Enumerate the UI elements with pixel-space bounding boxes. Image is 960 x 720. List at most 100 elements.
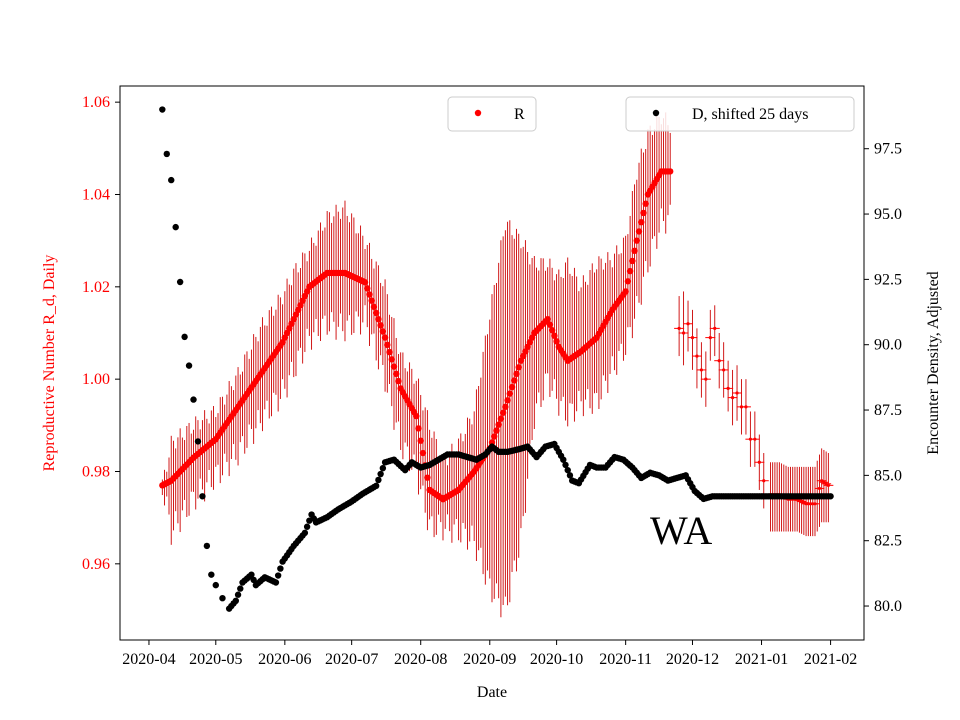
r-point	[417, 437, 424, 444]
r-point	[677, 326, 681, 330]
r-point	[390, 363, 398, 370]
y-left-tick-label: 1.02	[82, 279, 110, 296]
legend-r-marker	[474, 109, 482, 117]
d-point	[212, 581, 219, 589]
y-left-axis-label: Reproductive Number R_d, Daily	[41, 255, 58, 472]
r-point	[513, 370, 520, 378]
y-left-tick-label: 0.98	[82, 463, 110, 480]
r-point	[386, 348, 393, 356]
y-right-axis: 80.0 82.5 85.0 87.5 90.0 92.5 95.0 97.5	[864, 141, 902, 615]
r-point	[717, 359, 721, 363]
r-point	[381, 334, 389, 341]
r-point	[553, 338, 560, 345]
r-point	[820, 479, 824, 483]
r-point	[633, 237, 640, 244]
d-point	[272, 579, 280, 586]
r-point	[379, 328, 387, 335]
x-axis: 2020-04 2020-05 2020-06 2020-07 2020-08 2020-…	[122, 640, 857, 668]
r-point	[626, 267, 634, 275]
r-point	[629, 257, 636, 265]
r-point	[708, 336, 712, 340]
r-point	[824, 482, 828, 486]
y-right-tick-label: 97.5	[874, 141, 902, 158]
d-point	[301, 529, 309, 537]
d-point	[234, 591, 242, 598]
r-point	[388, 356, 395, 363]
d-point	[176, 278, 184, 286]
r-point	[491, 433, 498, 440]
r-point	[497, 415, 505, 422]
d-point	[203, 542, 211, 550]
r-point	[419, 449, 427, 457]
y-left-tick-label: 1.06	[82, 94, 110, 111]
r-point	[370, 303, 378, 311]
d-point	[372, 482, 380, 490]
legend-r: R	[447, 96, 537, 132]
x-tick-label: 2020-09	[463, 651, 516, 668]
r-point	[372, 309, 380, 317]
r-point	[375, 315, 382, 323]
r-point	[544, 315, 551, 323]
y-right-tick-label: 95.0	[874, 206, 902, 223]
x-tick-label: 2020-10	[530, 651, 583, 668]
d-point	[248, 571, 255, 578]
legend-r-label: R	[514, 106, 525, 123]
d-point	[827, 493, 834, 500]
r-point	[735, 391, 739, 395]
d-point	[163, 150, 170, 158]
r-point	[502, 403, 509, 411]
r-point	[813, 502, 817, 506]
d-point	[250, 576, 257, 584]
y-left-tick-label: 0.96	[82, 556, 110, 573]
r-point	[686, 322, 690, 326]
r-point	[730, 396, 735, 400]
r-point	[704, 377, 708, 381]
r-point	[826, 483, 830, 487]
r-point	[635, 228, 643, 235]
y-right-tick-label: 80.0	[874, 598, 902, 615]
r-point	[631, 247, 638, 255]
x-tick-label: 2020-12	[666, 651, 719, 668]
r-point	[499, 409, 507, 416]
d-point	[560, 456, 567, 463]
legend-d-box	[625, 96, 855, 132]
x-tick-label: 2020-06	[258, 651, 311, 668]
d-point	[159, 106, 166, 113]
r-point	[368, 297, 375, 304]
y-left-axis: 0.96 0.98 1.00 1.02 1.04 1.06	[82, 94, 120, 573]
d-point	[168, 176, 175, 184]
r-point	[506, 390, 514, 397]
d-point	[379, 464, 387, 472]
r-point	[495, 421, 502, 428]
x-tick-label: 2020-11	[599, 651, 652, 668]
r-point	[667, 168, 674, 175]
x-tick-label: 2020-05	[189, 651, 242, 668]
r-point	[817, 486, 822, 491]
y-right-tick-label: 82.5	[874, 533, 902, 550]
d-point	[232, 597, 240, 605]
x-tick-label: 2020-08	[394, 651, 447, 668]
r-point	[424, 474, 431, 481]
y-right-tick-label: 92.5	[874, 271, 902, 288]
r-point	[638, 218, 645, 226]
y-right-tick-label: 85.0	[874, 467, 902, 484]
r-point	[699, 368, 703, 372]
r-point	[393, 370, 400, 378]
r-errorbars	[161, 112, 829, 618]
d-points	[159, 106, 834, 612]
legend-d-marker	[652, 109, 660, 117]
r-point	[762, 479, 766, 483]
r-points	[159, 168, 834, 506]
r-point	[366, 291, 373, 298]
x-tick-label: 2020-07	[325, 651, 378, 668]
d-point	[199, 493, 206, 500]
r-point	[642, 200, 649, 207]
x-axis-label: Date	[477, 684, 507, 701]
r-point	[377, 322, 384, 329]
r-point	[622, 288, 629, 295]
r-point	[493, 427, 500, 434]
r-point	[548, 327, 556, 334]
state-annotation: WA	[650, 508, 712, 553]
r-point	[508, 383, 516, 391]
d-point	[172, 223, 179, 231]
